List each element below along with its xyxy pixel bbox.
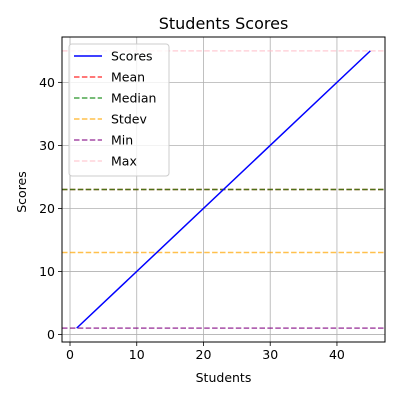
- y-tick-label: 30: [39, 138, 55, 153]
- x-tick-label: 20: [196, 347, 212, 362]
- x-tick-label: 40: [329, 347, 345, 362]
- legend-label-min: Min: [111, 133, 133, 148]
- legend-label-stdev: Stdev: [111, 112, 147, 127]
- legend-label-median: Median: [111, 91, 156, 106]
- legend-label-max: Max: [111, 154, 137, 169]
- legend-label-scores: Scores: [111, 49, 153, 64]
- x-tick-label: 0: [66, 347, 74, 362]
- chart-title: Students Scores: [159, 14, 289, 33]
- y-tick-label: 40: [39, 75, 55, 90]
- series-line-scores: [76, 50, 371, 329]
- x-tick-label: 10: [129, 347, 145, 362]
- y-tick-label: 0: [47, 327, 55, 342]
- plot-frame: [61, 36, 386, 343]
- y-axis-label: Scores: [14, 171, 29, 213]
- ticks: 0 10 20 30 40 0 10 20 30 40: [39, 75, 345, 362]
- series-lines: [76, 50, 371, 329]
- x-axis-label: Students: [196, 370, 252, 385]
- legend: Scores Mean Median Stdev Min Max: [68, 43, 170, 177]
- legend-label-mean: Mean: [111, 70, 145, 85]
- y-tick-label: 10: [39, 264, 55, 279]
- x-tick-label: 30: [262, 347, 278, 362]
- y-tick-label: 20: [39, 201, 55, 216]
